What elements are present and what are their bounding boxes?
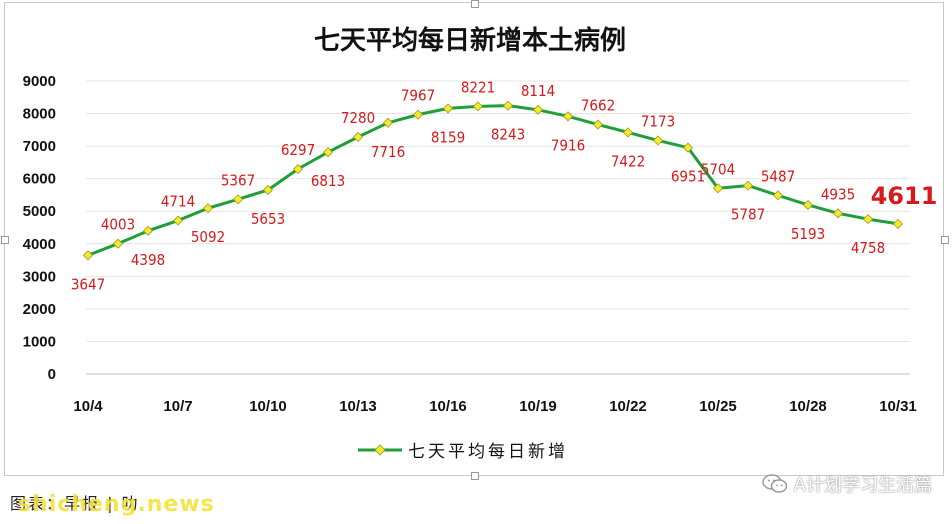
data-label: 5092 [191, 228, 225, 246]
data-label: 5487 [761, 167, 795, 185]
data-label: 6951 [671, 168, 705, 186]
data-point [112, 238, 124, 249]
data-point [832, 208, 844, 219]
data-label: 4935 [821, 185, 855, 203]
data-point [202, 203, 214, 214]
data-point [502, 100, 514, 111]
watermark-site: shicheng.news [18, 492, 215, 517]
data-label: 7916 [551, 136, 585, 154]
series-group [82, 100, 904, 261]
data-point [652, 135, 664, 146]
resize-handle-right[interactable] [941, 236, 949, 244]
y-tick-label: 2000 [23, 301, 56, 318]
data-label: 7422 [611, 152, 645, 170]
data-point [742, 180, 754, 191]
y-tick-label: 5000 [23, 203, 56, 220]
x-tick-label: 10/28 [789, 398, 827, 415]
data-point [142, 225, 154, 236]
y-tick-label: 1000 [23, 333, 56, 350]
legend-label: 七天平均每日新增 [408, 442, 568, 462]
data-point [772, 190, 784, 201]
data-label: 6813 [311, 172, 345, 190]
data-label: 5787 [731, 206, 765, 224]
data-label: 7280 [341, 109, 375, 127]
watermark-wechat: A计划学习生活篇 [761, 470, 932, 498]
data-point [532, 104, 544, 115]
data-label: 8159 [431, 128, 465, 146]
data-point [382, 117, 394, 128]
data-point [352, 131, 364, 143]
x-tick-label: 10/22 [609, 398, 647, 415]
x-tick-label: 10/19 [519, 398, 557, 415]
data-label: 3647 [71, 275, 105, 293]
data-label: 5193 [791, 225, 825, 243]
resize-handle-top[interactable] [471, 0, 479, 8]
x-tick-label: 10/10 [249, 398, 287, 415]
data-point [892, 218, 904, 229]
data-label: 5653 [251, 210, 285, 228]
data-point [622, 127, 634, 138]
legend: 七天平均每日新增 [358, 442, 568, 462]
data-point [802, 199, 814, 211]
data-label: 4398 [131, 251, 165, 269]
y-tick-label: 8000 [23, 106, 56, 123]
y-tick-label: 9000 [23, 73, 56, 90]
legend-marker [374, 444, 386, 456]
watermark-wechat-text: A计划学习生活篇 [793, 475, 932, 496]
chart-title: 七天平均每日新增本土病例 [314, 25, 626, 56]
x-axis: 10/4 10/7 10/10 10/13 10/16 10/19 10/22 10/25 10… [73, 398, 916, 415]
data-labels: 3647 4003 4398 4714 5092 5367 5653 6297 6813 7280… [71, 78, 938, 293]
data-label: 5704 [701, 160, 735, 178]
data-point [712, 183, 724, 194]
y-tick-label: 6000 [23, 171, 56, 188]
data-label: 4714 [161, 193, 195, 211]
series-line [87, 104, 899, 257]
x-tick-label: 10/25 [699, 398, 737, 415]
x-tick-label: 10/4 [73, 398, 103, 415]
resize-handle-bottom[interactable] [471, 472, 479, 480]
data-label: 7967 [401, 87, 435, 105]
data-point [562, 111, 574, 122]
x-tick-label: 10/31 [879, 398, 917, 415]
data-point [292, 163, 304, 175]
wechat-icon [761, 474, 787, 493]
resize-handle-left[interactable] [1, 236, 9, 244]
data-point [592, 119, 604, 130]
data-label: 8114 [521, 82, 555, 100]
x-tick-label: 10/13 [339, 398, 377, 415]
y-tick-label: 3000 [23, 268, 56, 285]
data-label: 5367 [221, 171, 255, 189]
y-tick-label: 7000 [23, 138, 56, 155]
data-point [172, 215, 184, 226]
gridlines [86, 80, 910, 375]
x-tick-label: 10/16 [429, 398, 467, 415]
data-label: 4611 [871, 182, 938, 210]
data-point [262, 184, 274, 196]
data-point [862, 214, 874, 225]
data-label: 8243 [491, 126, 525, 144]
y-tick-label: 4000 [23, 236, 56, 253]
data-label: 8221 [461, 78, 495, 96]
x-tick-label: 10/7 [163, 398, 192, 415]
data-point [82, 250, 94, 261]
data-point [442, 103, 454, 114]
data-label: 6297 [281, 141, 315, 159]
data-label: 7662 [581, 97, 615, 115]
data-point [412, 109, 424, 120]
y-tick-label: 0 [48, 366, 56, 383]
data-point [682, 142, 694, 153]
y-axis: 0 1000 2000 3000 4000 5000 6000 7000 8000 9000 [23, 73, 56, 383]
data-point [472, 101, 484, 112]
data-point [322, 147, 334, 158]
data-label: 4758 [851, 239, 885, 257]
data-label: 7716 [371, 143, 405, 161]
data-label: 7173 [641, 112, 675, 130]
source-caption: 图表：早报 | 叻 [10, 494, 140, 513]
data-label: 4003 [101, 216, 135, 234]
data-point [232, 194, 244, 205]
